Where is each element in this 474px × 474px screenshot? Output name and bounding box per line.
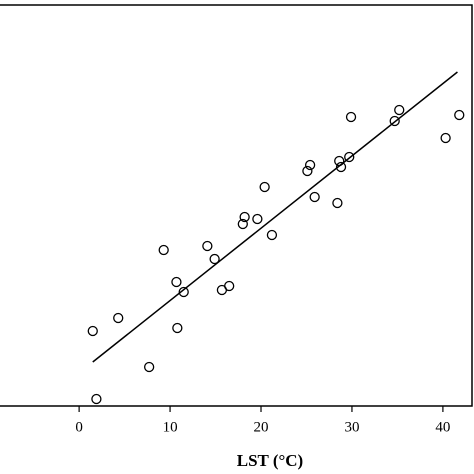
- data-point: [202, 240, 213, 252]
- data-point: [209, 253, 220, 265]
- data-point: [252, 213, 263, 225]
- data-point: [345, 111, 357, 123]
- data-point: [334, 155, 345, 167]
- x-tick-label: 20: [254, 419, 269, 435]
- data-point: [87, 325, 98, 337]
- data-point: [178, 286, 189, 298]
- plot-frame: [0, 4, 473, 407]
- data-point: [171, 276, 182, 288]
- x-tick-label: 40: [435, 419, 450, 435]
- x-axis-title: LST (°C): [237, 451, 303, 470]
- data-point: [224, 280, 235, 292]
- data-point: [389, 115, 400, 127]
- data-point: [237, 218, 248, 230]
- fit-line: [92, 71, 458, 363]
- data-point: [158, 244, 169, 256]
- x-tick-label: 0: [75, 419, 83, 435]
- data-point: [91, 393, 102, 405]
- data-point: [344, 151, 355, 163]
- data-point: [259, 181, 270, 193]
- data-point: [454, 109, 465, 121]
- data-point: [172, 322, 183, 334]
- data-point: [335, 161, 347, 173]
- data-point: [302, 165, 313, 177]
- data-point: [332, 197, 343, 209]
- data-point: [113, 312, 124, 324]
- data-point: [143, 361, 155, 373]
- data-point: [304, 159, 316, 171]
- data-point: [394, 104, 405, 116]
- data-point: [266, 229, 278, 241]
- x-tick-label: 10: [163, 419, 178, 435]
- data-point: [440, 132, 451, 144]
- data-point: [309, 191, 320, 203]
- data-point: [239, 211, 250, 223]
- x-tick-label: 30: [344, 419, 359, 435]
